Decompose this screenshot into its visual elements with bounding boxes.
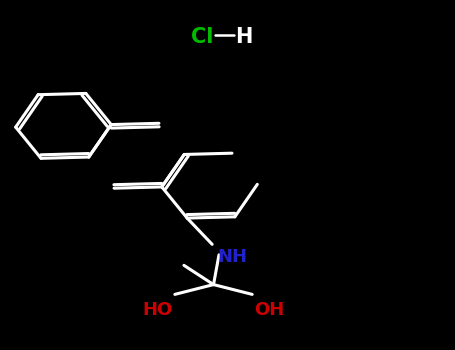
- Text: H: H: [235, 27, 253, 47]
- Text: HO: HO: [142, 301, 172, 319]
- Text: NH: NH: [217, 248, 248, 266]
- Text: Cl: Cl: [192, 27, 214, 47]
- Text: OH: OH: [254, 301, 285, 319]
